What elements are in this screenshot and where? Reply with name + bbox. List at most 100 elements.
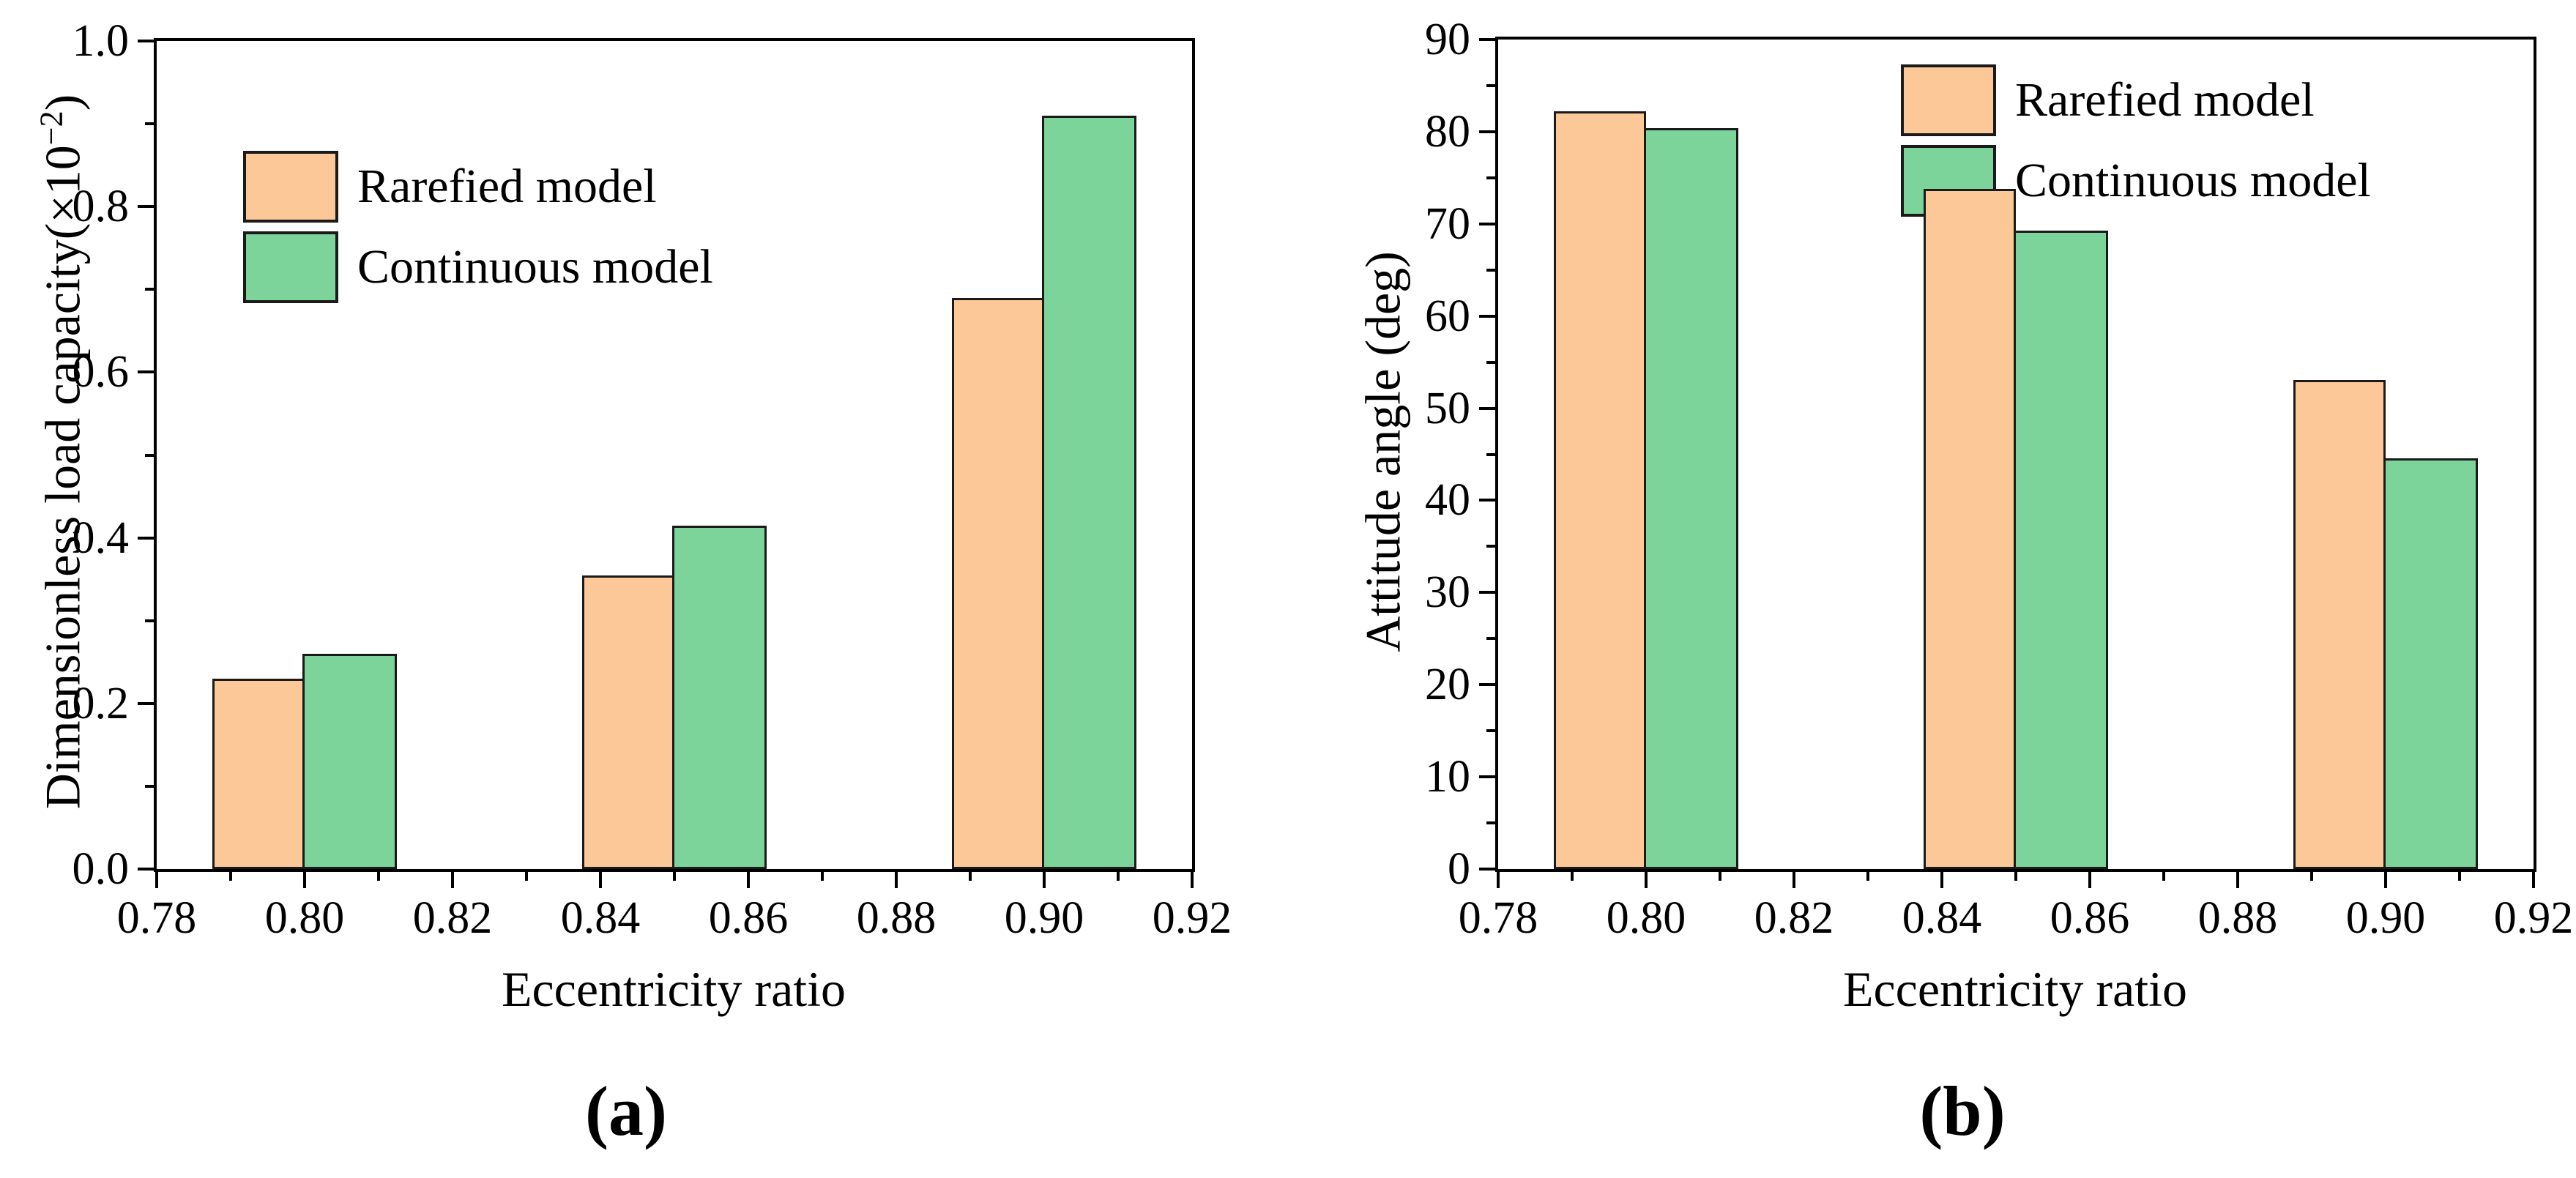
bar-continuous-model-0.90 xyxy=(2383,458,2479,869)
x-tick-label: 0.84 xyxy=(1902,893,1982,943)
y-tick-label: 0.2 xyxy=(72,678,130,728)
x-minor-tick xyxy=(821,869,824,881)
y-axis-title-a-sup: −2 xyxy=(33,111,70,146)
legend-swatch-continuous xyxy=(243,231,338,303)
y-tick-label: 0.4 xyxy=(72,512,130,563)
y-minor-tick xyxy=(1486,452,1498,456)
x-major-tick xyxy=(1793,869,1795,888)
y-axis-title-a: Dimensionless load capacity(×10−2) xyxy=(33,94,92,810)
bar-continuous-model-0.85 xyxy=(672,525,767,869)
x-major-tick xyxy=(599,869,602,888)
y-tick-label: 40 xyxy=(1425,475,1470,526)
x-minor-tick xyxy=(2458,869,2461,881)
legend-b: Rarefied model Continuous model xyxy=(1901,64,2371,217)
x-major-tick xyxy=(1191,869,1194,888)
y-axis-title-b: Attitude angle (deg) xyxy=(1353,251,1412,652)
x-tick-label: 0.80 xyxy=(264,893,345,943)
y-minor-tick xyxy=(1486,83,1498,87)
x-major-tick xyxy=(1645,869,1648,888)
x-minor-tick xyxy=(1719,869,1721,881)
x-minor-tick xyxy=(377,869,380,881)
y-minor-tick xyxy=(145,784,157,788)
legend-entry-continuous: Continuous model xyxy=(243,231,713,303)
legend-label-rarefied: Rarefied model xyxy=(357,160,657,213)
y-tick-label: 0.6 xyxy=(72,347,130,398)
x-tick-label: 0.90 xyxy=(1004,893,1084,943)
y-minor-tick xyxy=(145,122,157,126)
x-minor-tick xyxy=(2310,869,2313,881)
y-minor-tick xyxy=(1486,637,1498,641)
y-major-tick xyxy=(138,40,157,42)
x-minor-tick xyxy=(1866,869,1869,881)
y-tick-label: 20 xyxy=(1425,660,1470,710)
x-major-tick xyxy=(895,869,898,888)
y-major-tick xyxy=(138,868,157,871)
y-major-tick xyxy=(1479,499,1498,502)
y-major-tick xyxy=(1479,406,1498,410)
x-minor-tick xyxy=(1571,869,1574,881)
y-major-tick xyxy=(1479,222,1498,225)
x-axis-title-a: Eccentricity ratio xyxy=(501,961,846,1017)
y-major-tick xyxy=(1479,314,1498,318)
x-axis-title-b: Eccentricity ratio xyxy=(1842,961,2188,1017)
y-major-tick xyxy=(138,536,157,540)
y-tick-label: 0 xyxy=(1448,844,1470,894)
y-axis-title-b-text: Attitude angle (deg) xyxy=(1355,251,1411,652)
y-major-tick xyxy=(138,701,157,705)
y-tick-label: 0.0 xyxy=(72,844,130,894)
x-tick-label: 0.88 xyxy=(856,893,937,943)
caption-b: (b) xyxy=(1919,1072,2006,1150)
y-tick-label: 10 xyxy=(1425,752,1470,802)
x-major-tick xyxy=(303,869,306,888)
x-tick-label: 0.78 xyxy=(1458,893,1538,943)
x-tick-label: 0.92 xyxy=(1152,893,1232,943)
y-minor-tick xyxy=(1486,360,1498,364)
x-tick-label: 0.82 xyxy=(1754,893,1834,943)
x-minor-tick xyxy=(525,869,528,881)
x-major-tick xyxy=(451,869,454,888)
x-major-tick xyxy=(1940,869,1943,888)
y-tick-label: 1.0 xyxy=(72,16,130,66)
y-minor-tick xyxy=(1486,268,1498,272)
y-minor-tick xyxy=(1486,729,1498,733)
y-major-tick xyxy=(1479,683,1498,687)
y-major-tick xyxy=(1479,775,1498,779)
y-axis-title-a-close: ) xyxy=(34,94,91,111)
bar-rarefied-model-0.85 xyxy=(581,575,674,869)
x-major-tick xyxy=(155,869,158,888)
y-minor-tick xyxy=(145,288,157,291)
y-minor-tick xyxy=(145,619,157,622)
legend-entry-rarefied: Rarefied model xyxy=(243,151,713,223)
bar-rarefied-model-0.90 xyxy=(2293,379,2386,869)
x-major-tick xyxy=(2236,869,2239,888)
x-tick-label: 0.92 xyxy=(2493,893,2574,943)
x-major-tick xyxy=(2088,869,2091,888)
legend-label-rarefied: Rarefied model xyxy=(2015,73,2315,127)
y-major-tick xyxy=(138,370,157,374)
y-tick-label: 70 xyxy=(1425,198,1470,249)
legend-label-continuous: Continuous model xyxy=(357,240,713,294)
y-tick-label: 60 xyxy=(1425,291,1470,341)
plot-area-a: Rarefied model Continuous model 0.78 0.80… xyxy=(72,18,1232,941)
x-minor-tick xyxy=(673,869,676,881)
x-minor-tick xyxy=(2162,869,2165,881)
bar-continuous-model-0.80 xyxy=(1643,127,1739,869)
bar-continuous-model-0.80 xyxy=(302,653,398,869)
x-tick-label: 0.82 xyxy=(412,893,493,943)
x-tick-label: 0.80 xyxy=(1606,893,1686,943)
x-major-tick xyxy=(1043,869,1046,888)
bar-rarefied-model-0.90 xyxy=(951,297,1044,869)
legend-a: Rarefied model Continuous model xyxy=(243,151,713,303)
caption-a: (a) xyxy=(585,1072,667,1150)
x-major-tick xyxy=(1497,869,1500,888)
x-tick-label: 0.86 xyxy=(708,893,789,943)
x-tick-label: 0.78 xyxy=(116,893,197,943)
y-tick-label: 80 xyxy=(1425,106,1470,157)
bar-rarefied-model-0.85 xyxy=(1923,188,2016,869)
x-major-tick xyxy=(747,869,750,888)
y-tick-label: 50 xyxy=(1425,383,1470,433)
y-major-tick xyxy=(1479,868,1498,871)
legend-swatch-rarefied xyxy=(1901,64,1996,136)
x-tick-label: 0.90 xyxy=(2345,893,2426,943)
